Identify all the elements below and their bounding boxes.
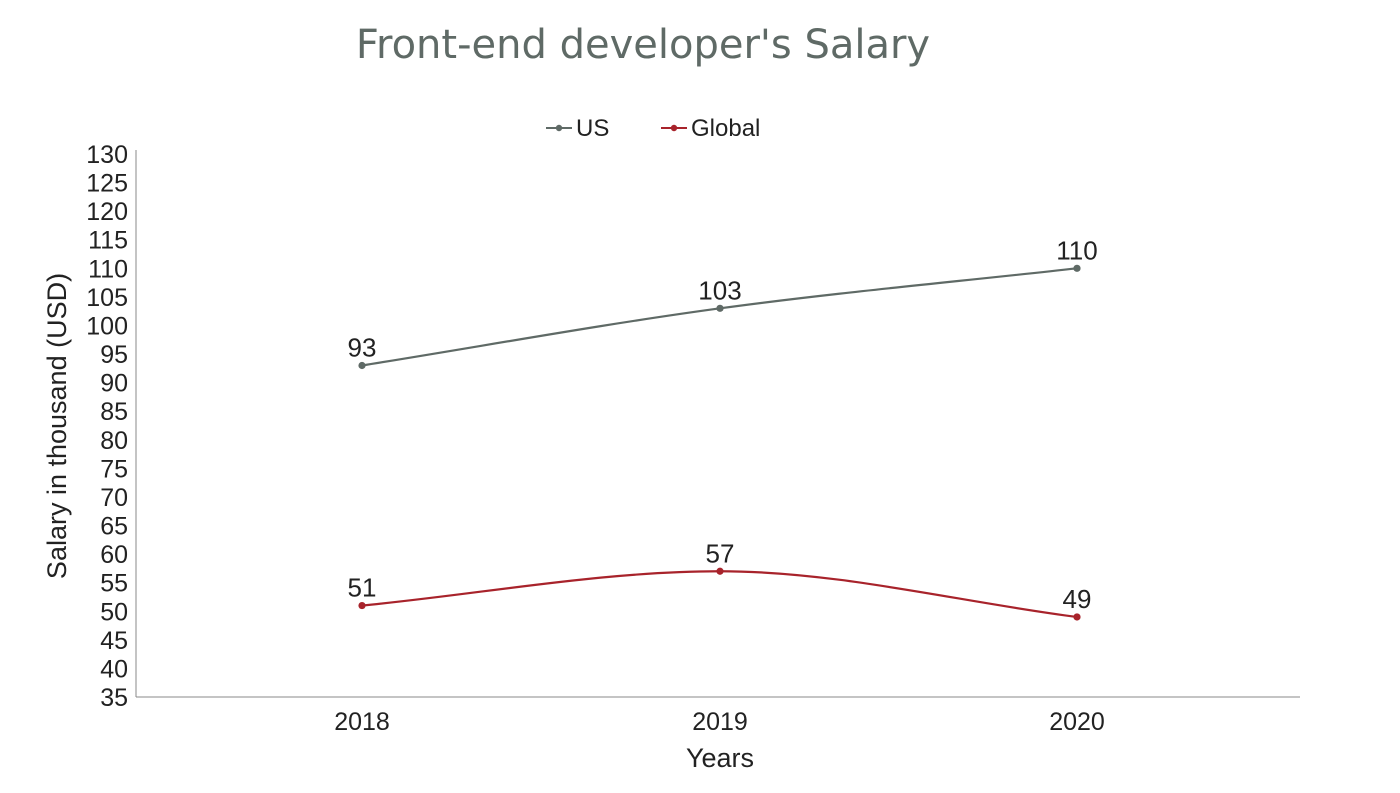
y-tick-label: 115 [88, 227, 128, 255]
y-tick-label: 105 [86, 284, 128, 312]
y-tick-label: 60 [100, 541, 128, 569]
axes: 3540455055606570758085909510010511011512… [86, 141, 1300, 736]
y-tick-label: 40 [100, 655, 128, 683]
legend-label: Global [691, 115, 760, 142]
data-point[interactable] [358, 601, 366, 610]
y-tick-label: 85 [100, 398, 128, 426]
y-tick-label: 95 [100, 341, 128, 369]
y-axis-title: Salary in thousand (USD) [42, 273, 72, 579]
y-tick-label: 35 [100, 684, 128, 712]
data-point[interactable] [1073, 613, 1081, 621]
y-tick-label: 45 [100, 627, 128, 655]
legend-marker [555, 124, 563, 132]
data-label: 110 [1056, 235, 1097, 265]
y-tick-label: 55 [100, 570, 128, 598]
legend: US Global [546, 115, 760, 142]
legend-marker [670, 124, 678, 132]
y-tick-label: 75 [100, 455, 128, 483]
data-point[interactable] [358, 361, 366, 370]
data-label: 51 [348, 573, 377, 603]
data-label: 103 [698, 275, 741, 305]
y-tick-label: 50 [100, 598, 128, 626]
y-tick-label: 65 [100, 513, 128, 541]
legend-item[interactable]: Global [661, 115, 760, 142]
data-point[interactable] [1073, 264, 1081, 272]
series-us: 93 103 110 [348, 235, 1098, 370]
data-label: 49 [1063, 584, 1092, 614]
x-tick-label: 2019 [692, 708, 748, 736]
data-label: 57 [706, 538, 735, 568]
x-tick-label: 2020 [1049, 708, 1105, 736]
y-tick-label: 90 [100, 370, 128, 398]
data-point[interactable] [716, 304, 724, 312]
x-tick-label: 2018 [334, 708, 390, 736]
series-line [361, 570, 1078, 619]
legend-item[interactable]: US [546, 115, 609, 142]
plot-area: 93 103 110 51 57 49 [348, 235, 1098, 621]
y-tick-label: 100 [86, 312, 128, 340]
data-point[interactable] [716, 567, 724, 575]
x-axis-title: Years [686, 743, 754, 773]
y-tick-label: 120 [86, 198, 128, 226]
y-tick-label: 130 [86, 141, 128, 169]
data-label: 93 [348, 332, 377, 362]
legend-label: US [576, 115, 609, 142]
y-tick-label: 70 [100, 484, 128, 512]
y-tick-label: 110 [88, 255, 128, 283]
chart-title: Front-end developer's Salary [356, 22, 930, 68]
series-global: 51 57 49 [348, 538, 1092, 621]
y-tick-label: 125 [86, 170, 128, 198]
y-tick-label: 80 [100, 427, 128, 455]
